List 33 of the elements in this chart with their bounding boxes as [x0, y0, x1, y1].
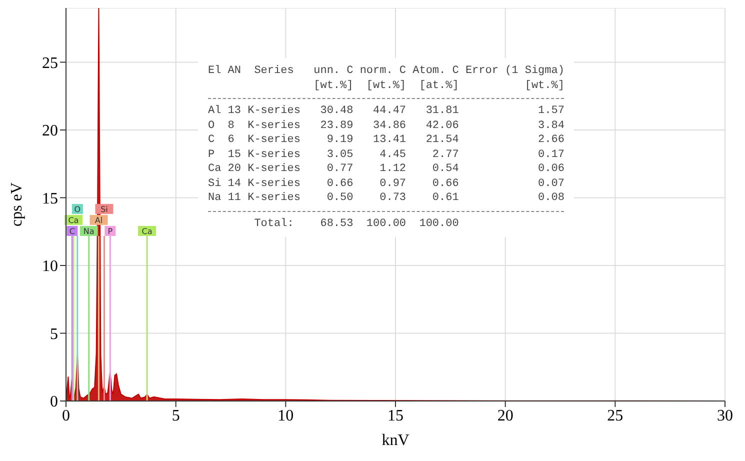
x-tick-label: 0	[62, 407, 70, 424]
annotation: Si 14 K-series 0.66 0.97 0.66 0.07	[208, 176, 564, 191]
y-axis-title: cps eV	[8, 182, 26, 226]
y-tick-label: 15	[42, 190, 58, 208]
annotation: C 6 K-series 9.19 13.41 21.54 2.66	[208, 133, 564, 148]
y-tick-label: 20	[42, 122, 58, 140]
annotation: Al 13 K-series 30.48 44.47 31.81 1.57	[208, 98, 564, 118]
y-tick-label: 0	[50, 394, 58, 411]
x-axis-title: knV	[382, 432, 410, 449]
annotation: P 15 K-series 3.05 4.45 2.77 0.17	[208, 148, 564, 162]
x-tick-label: 10	[278, 407, 294, 424]
x-tick-label: 20	[497, 407, 514, 424]
y-tick-label: 5	[50, 326, 58, 343]
x-tick-label: 5	[172, 407, 180, 424]
ref-line-label: Si	[100, 204, 108, 214]
annotation: [wt.%] [wt.%] [at.%] [wt.%]	[312, 78, 564, 93]
y-tick-label: 25	[42, 54, 58, 72]
annotation: El AN Series unn. C norm. C Atom. C Error (1 Sigma)	[208, 64, 564, 78]
annotation: Na 11 K-series 0.50 0.73 0.61 0.08	[208, 191, 564, 206]
ref-line-label: C	[69, 226, 76, 236]
ref-line-label: P	[108, 226, 113, 236]
ref-line-label: Na	[83, 226, 94, 236]
ref-line-label: O	[74, 204, 81, 214]
x-tick-label: 25	[607, 407, 624, 424]
ref-line-label: Ca	[68, 216, 79, 225]
ref-line-label: Ca	[142, 226, 152, 236]
ref-line-label: Al	[94, 216, 103, 225]
x-tick-label: 15	[388, 407, 404, 424]
annotation: Ca 20 K-series 0.77 1.12 0.54 0.06	[208, 162, 564, 176]
annotation: O 8 K-series 23.89 34.86 42.06 3.84	[208, 118, 564, 133]
x-tick-label: 30	[717, 407, 733, 424]
annotation: Total: 68.53 100.00 100.00	[208, 210, 564, 231]
y-tick-label: 10	[42, 258, 58, 276]
